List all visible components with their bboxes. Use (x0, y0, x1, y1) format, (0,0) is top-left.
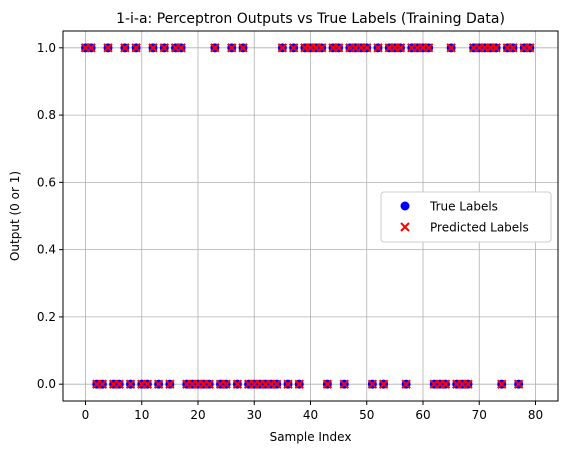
predicted-label-point (221, 379, 231, 389)
predicted-label-point (423, 43, 434, 53)
predicted-label-point (463, 379, 473, 389)
x-tick-label: 70 (472, 408, 487, 422)
x-axis-label: Sample Index (270, 430, 352, 444)
chart-title: 1-i-a: Perceptron Outputs vs True Labels… (116, 11, 505, 27)
legend-box (380, 191, 552, 243)
predicted-label-point (367, 379, 378, 389)
x-tick-label: 0 (82, 408, 90, 422)
predicted-label-point (272, 379, 282, 389)
x-tick-label: 30 (247, 408, 262, 422)
predicted-label-point (395, 43, 406, 53)
x-tick-label: 10 (134, 408, 149, 422)
x-tick-label: 50 (359, 408, 374, 422)
y-tick-label: 0.6 (37, 175, 56, 189)
predicted-label-point (86, 43, 96, 53)
x-tick-label: 40 (303, 408, 318, 422)
predicted-label-point (227, 43, 237, 53)
legend-true-marker (400, 201, 410, 211)
predicted-label-point (288, 43, 299, 53)
y-tick-label: 0.0 (37, 377, 56, 391)
predicted-label-point (317, 43, 327, 53)
predicted-label-point (446, 43, 456, 53)
predicted-label-point (153, 379, 164, 389)
x-tick-label: 20 (190, 408, 205, 422)
predicted-label-point (142, 379, 153, 389)
plot-layer (80, 43, 535, 389)
predicted-label-point (333, 43, 344, 53)
predicted-label-point (210, 43, 220, 53)
predicted-label-point (159, 43, 169, 53)
y-tick-label: 0.4 (37, 243, 56, 257)
predicted-label-point (525, 43, 535, 53)
predicted-label-point (103, 43, 113, 53)
predicted-label-point (373, 43, 383, 53)
predicted-label-point (131, 43, 141, 53)
predicted-label-point (378, 379, 389, 389)
legend-predicted-label: Predicted Labels (430, 221, 529, 235)
predicted-label-point (508, 43, 518, 53)
predicted-label-point (294, 379, 304, 389)
predicted-label-point (120, 43, 130, 53)
predicted-label-point (277, 43, 288, 53)
predicted-label-point (165, 379, 175, 389)
predicted-label-point (176, 43, 186, 53)
predicted-label-point (238, 43, 248, 53)
legend-true-label: True Labels (429, 200, 498, 214)
grid-layer (63, 31, 558, 401)
predicted-label-point (125, 379, 136, 389)
predicted-label-point (322, 379, 333, 389)
axis-layer: 0 10 20 30 40 50 60 70 80 0.0 0.2 0.4 0.6 0.8 1.0 (37, 41, 543, 422)
predicted-label-point (440, 379, 451, 389)
y-axis-label: Output (0 or 1) (8, 171, 22, 261)
x-tick-label: 60 (415, 408, 430, 422)
predicted-label-point (283, 379, 293, 389)
legend-predicted-marker (400, 222, 410, 232)
y-tick-label: 0.8 (37, 108, 56, 122)
predicted-label-point (232, 379, 243, 389)
predicted-label-point (114, 379, 124, 389)
predicted-label-point (401, 379, 411, 389)
x-tick-label: 80 (528, 408, 543, 422)
legend: True Labels Predicted Labels (380, 191, 552, 243)
predicted-label-point (148, 43, 158, 53)
predicted-label-point (204, 379, 214, 389)
predicted-label-point (339, 379, 349, 389)
predicted-label-point (97, 379, 108, 389)
predicted-label-point (362, 43, 372, 53)
y-tick-label: 1.0 (37, 41, 56, 55)
predicted-label-point (491, 43, 501, 53)
predicted-label-point (497, 379, 507, 389)
predicted-label-point (513, 379, 524, 389)
y-tick-label: 0.2 (37, 310, 56, 324)
